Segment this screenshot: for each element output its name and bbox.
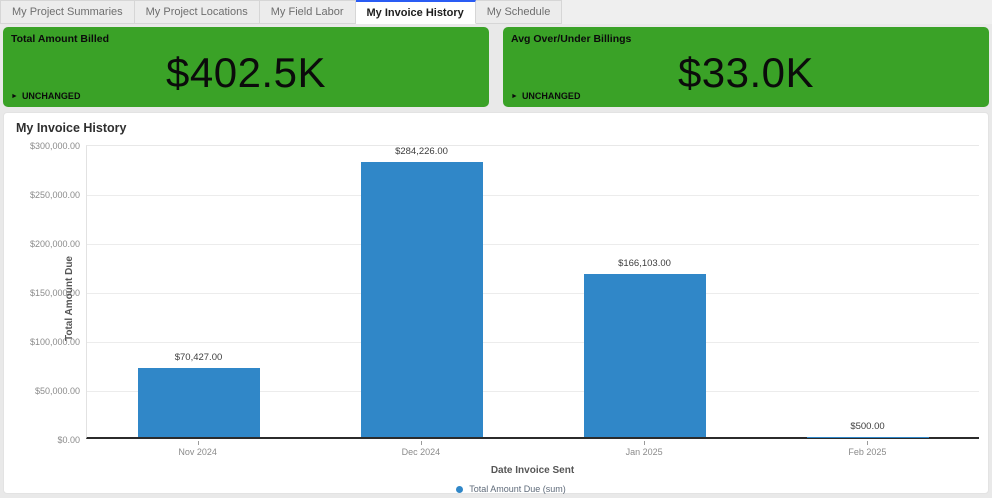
x-tick-label: Nov 2024 [86, 441, 309, 457]
bar-value-label: $500.00 [850, 420, 885, 432]
kpi-status-label: UNCHANGED [21, 91, 81, 101]
kpi-value: $33.0K [677, 49, 815, 96]
y-tick-label: $200,000.00 [29, 239, 80, 249]
kpi-card-total-amount-billed[interactable]: Total Amount Billed $402.5K ► UNCHANGED [3, 27, 489, 107]
y-tick-label: $50,000.00 [34, 386, 80, 396]
tab-my-project-summaries[interactable]: My Project Summaries [0, 0, 135, 24]
tab-my-invoice-history[interactable]: My Invoice History [355, 0, 476, 24]
bar-value-label: $70,427.00 [174, 352, 223, 363]
x-tick-label: Feb 2025 [756, 441, 979, 457]
chart-bar-feb-2025[interactable] [806, 436, 929, 437]
play-arrow-icon: ► [11, 92, 18, 100]
tab-bar: My Project Summaries My Project Location… [0, 0, 992, 24]
x-tick-label: Dec 2024 [309, 441, 532, 457]
x-axis-title: Date Invoice Sent [490, 465, 575, 476]
chart-bar-jan-2025[interactable] [583, 274, 706, 437]
play-arrow-icon: ► [511, 92, 518, 100]
bar-group: $70,427.00 [87, 146, 310, 437]
kpi-status-label: UNCHANGED [521, 91, 581, 101]
y-tick-label: $300,000.00 [29, 141, 80, 151]
kpi-row: Total Amount Billed $402.5K ► UNCHANGED … [3, 27, 989, 107]
gridline [87, 342, 979, 343]
gridline [87, 293, 979, 294]
legend-item-total-amount-due[interactable]: Total Amount Due (sum) [456, 484, 566, 494]
chart-plot-area: $300,000.00 $250,000.00 $200,000.00 $150… [30, 141, 979, 445]
bar-group: $284,226.00 [310, 146, 533, 437]
bars-container: $70,427.00 $284,226.00 $166,103.00 $500.… [87, 146, 979, 437]
tab-my-schedule[interactable]: My Schedule [475, 0, 563, 24]
gridline [87, 391, 979, 392]
bar-value-label: $166,103.00 [618, 258, 671, 270]
y-tick-label: $150,000.00 [29, 288, 80, 298]
gridline [87, 244, 979, 245]
gridline [87, 195, 979, 196]
y-axis-title: Total Amount Due [64, 256, 75, 341]
tab-my-field-labor[interactable]: My Field Labor [259, 0, 356, 24]
chart-bar-nov-2024[interactable] [137, 368, 260, 437]
chart-legend: Total Amount Due (sum) [86, 484, 936, 494]
kpi-card-avg-over-under-billings[interactable]: Avg Over/Under Billings $33.0K ► UNCHANG… [503, 27, 989, 107]
y-tick-label: $250,000.00 [29, 190, 80, 200]
bar-group: $500.00 [756, 146, 979, 437]
kpi-title: Avg Over/Under Billings [511, 33, 632, 45]
kpi-status: ► UNCHANGED [511, 91, 580, 101]
legend-dot-icon [456, 485, 464, 493]
kpi-title: Total Amount Billed [11, 33, 109, 45]
invoice-history-chart-card: My Invoice History $300,000.00 $250,000.… [3, 112, 989, 494]
y-tick-label: $0.00 [57, 435, 80, 445]
kpi-value: $402.5K [166, 49, 326, 96]
bar-value-label: $284,226.00 [395, 146, 448, 157]
bar-group: $166,103.00 [533, 146, 756, 437]
y-tick-label: $100,000.00 [29, 337, 80, 347]
chart-bar-dec-2024[interactable] [360, 162, 483, 437]
chart-title: My Invoice History [16, 121, 127, 135]
x-tick-label: Jan 2025 [533, 441, 756, 457]
tab-my-project-locations[interactable]: My Project Locations [134, 0, 260, 24]
legend-label: Total Amount Due (sum) [469, 484, 566, 494]
kpi-status: ► UNCHANGED [11, 91, 80, 101]
x-axis-labels: Nov 2024 Dec 2024 Jan 2025 Feb 2025 [86, 441, 979, 457]
